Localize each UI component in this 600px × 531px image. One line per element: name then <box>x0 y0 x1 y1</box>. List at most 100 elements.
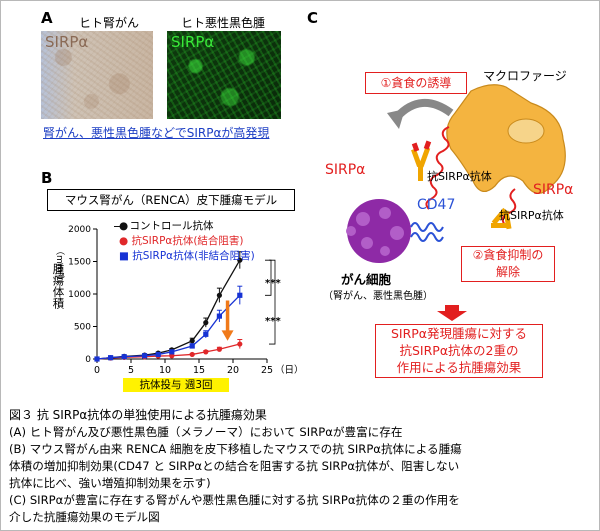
induction-arrowhead <box>387 109 405 129</box>
antibody-top-label: 抗SIRPα抗体 <box>427 170 492 183</box>
legend-item-control: ● コントロール抗体 <box>114 219 255 234</box>
data-point <box>142 353 148 359</box>
data-point <box>94 356 100 362</box>
caption-line-b3: 抗体に比べ、強い増殖抑制効果を示す) <box>9 476 211 490</box>
macrophage-shape <box>446 84 566 194</box>
cancer-cell-spot <box>390 226 404 240</box>
x-tick-label: 20 <box>227 365 239 376</box>
macrophage-label: マクロファージ <box>483 69 567 83</box>
x-tick-label: 0 <box>94 365 100 376</box>
panel-a-caption: 腎がん、悪性黒色腫などでSIRPαが高発現 <box>43 126 270 140</box>
cancer-cell-spot <box>361 237 373 249</box>
cancer-types-label: （腎がん、悪性黒色腫） <box>323 291 433 302</box>
cd47-label: CD47 <box>417 197 456 213</box>
step2-line-2: 解除 <box>495 265 520 279</box>
data-point <box>203 331 209 337</box>
caption-line-b2: 体積の増加抑制効果(CD47 と SIRPαとの結合を阻害する抗 SIRPα抗体… <box>9 459 460 473</box>
data-point <box>108 355 114 361</box>
effect-arrow-head <box>221 330 234 341</box>
tumor-volume-chart: 0 500 1000 1500 2000 0 5 10 15 20 25 （日） <box>68 225 304 376</box>
data-point <box>216 313 222 319</box>
result-line-3: 作用による抗腫瘍効果 <box>396 360 522 375</box>
panel-c-label: C <box>307 9 319 27</box>
legend-item-nonblocking: ■ 抗SIRPα抗体(非結合阻害) <box>119 250 255 262</box>
sirpa-left-label: SIRPα <box>325 162 366 178</box>
caption-line-c2: 介した抗腫瘍効果のモデル図 <box>9 510 160 524</box>
legend: ● コントロール抗体 ● 抗SIRPα抗体(結合阻害) ■ 抗SIRPα抗体(非… <box>114 219 255 264</box>
x-axis-unit: （日） <box>275 364 304 376</box>
sirpa-left-coil <box>425 126 450 210</box>
cancer-cell-label: がん細胞 <box>341 272 392 287</box>
data-point <box>155 351 161 358</box>
data-point <box>216 346 222 352</box>
data-point <box>237 292 243 298</box>
right-stain-label: SIRPα <box>171 33 215 51</box>
caption-line-c1: (C) SIRPαが豊富に存在する腎がんや悪性黒色腫に対する抗 SIRPα抗体の… <box>9 493 460 507</box>
antibody-top-icon <box>411 140 432 181</box>
series-line <box>96 259 241 360</box>
panel-a-right-title: ヒト悪性黒色腫 <box>181 16 266 30</box>
cancer-cell-spot <box>379 207 391 219</box>
caption-line-a: (A) ヒト腎がん及び悪性黒色腫（メラノーマ）において SIRPαが豊富に存在 <box>9 425 403 439</box>
sirpa-right-coil <box>501 188 517 226</box>
cd47-receptor <box>410 232 444 242</box>
caption-line-b1: (B) マウス腎がん由来 RENCA 細胞を皮下移植したマウスでの抗 SIRPα… <box>9 442 462 456</box>
y-axis-unit: （mm³） <box>54 246 64 286</box>
kidney-cancer-micrograph: SIRPα <box>41 31 153 119</box>
y-tick-label: 1500 <box>68 258 91 268</box>
step2-box: ②貪食抑制の 解除 <box>461 246 555 282</box>
x-tick-label: 25 <box>261 365 273 376</box>
data-point <box>203 349 209 355</box>
significance-bracket <box>265 259 272 296</box>
step2-line-1: ②貪食抑制の <box>472 248 544 262</box>
mechanism-diagram <box>346 84 566 321</box>
cancer-cell-spot <box>356 212 370 226</box>
induction-arrow <box>394 98 454 120</box>
legend-label-nonblocking: 抗SIRPα抗体(非結合阻害) <box>132 250 255 262</box>
panel-a-label: A <box>41 9 53 27</box>
cancer-cell-spot <box>346 226 356 236</box>
legend-label-blocking: 抗SIRPα抗体(結合阻害) <box>131 235 244 247</box>
legend-item-blocking: ● 抗SIRPα抗体(結合阻害) <box>119 235 244 247</box>
y-tick-label: 1000 <box>68 290 91 300</box>
data-point <box>189 338 195 344</box>
x-tick-label: 10 <box>159 365 171 376</box>
series-line <box>96 294 241 360</box>
data-point <box>216 292 222 298</box>
y-tick-label: 500 <box>74 323 91 333</box>
result-box: SIRPα発現腫瘍に対する 抗SIRPα抗体の2重の 作用による抗腫瘍効果 <box>375 324 543 378</box>
legend-label-control: コントロール抗体 <box>129 220 214 232</box>
result-line-2: 抗SIRPα抗体の2重の <box>399 343 519 358</box>
significance-control-vs-nonblocking: *** <box>265 278 281 289</box>
y-axis-label-text: 腫瘍体積 <box>51 263 66 309</box>
data-point <box>121 354 127 360</box>
significance-control-vs-blocking: *** <box>265 316 281 327</box>
step1-box: ①貪食の誘導 <box>365 72 467 94</box>
result-line-1: SIRPα発現腫瘍に対する <box>390 326 528 341</box>
x-tick-label: 5 <box>128 365 134 376</box>
data-point <box>189 351 195 358</box>
cd47-receptor <box>410 222 444 232</box>
panel-b-label: B <box>41 169 53 187</box>
data-point <box>237 341 243 347</box>
data-point <box>169 349 175 355</box>
x-tick-label: 15 <box>193 365 205 376</box>
sirpa-right-label: SIRPα <box>533 182 574 198</box>
result-arrow-shaft <box>445 305 459 313</box>
data-point <box>237 257 243 263</box>
macrophage-nucleus <box>507 118 545 144</box>
data-point <box>189 343 195 349</box>
figure-caption-title: 図３ 抗 SIRPα抗体の単独使用による抗腫瘍効果 <box>9 408 267 422</box>
significance-bracket <box>269 259 276 345</box>
melanoma-micrograph: SIRPα <box>167 31 281 119</box>
panel-a-left-title: ヒト腎がん <box>79 16 140 30</box>
cancer-cell-spot <box>380 246 390 256</box>
antibody-bottom-icon <box>491 207 512 230</box>
left-stain-label: SIRPα <box>45 33 89 51</box>
treatment-bar: 抗体投与 週3回 <box>123 378 229 392</box>
y-tick-label: 0 <box>85 355 91 365</box>
antibody-bottom-label: 抗SIRPα抗体 <box>499 209 564 222</box>
result-arrow-head <box>437 311 467 321</box>
model-title-box: マウス腎がん（RENCA）皮下腫瘍モデル <box>47 189 295 211</box>
